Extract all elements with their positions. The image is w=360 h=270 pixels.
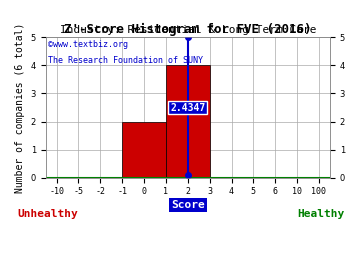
Text: Industry: Residential & Long Term Care: Industry: Residential & Long Term Care xyxy=(59,25,316,35)
Text: Unhealthy: Unhealthy xyxy=(17,208,78,218)
Text: Healthy: Healthy xyxy=(297,208,344,218)
Text: The Research Foundation of SUNY: The Research Foundation of SUNY xyxy=(49,56,203,65)
Bar xyxy=(122,122,166,178)
Text: 2.4347: 2.4347 xyxy=(170,103,206,113)
Bar xyxy=(166,65,210,178)
Y-axis label: Number of companies (6 total): Number of companies (6 total) xyxy=(15,22,25,193)
Title: Z'-Score Histogram for FVE (2016): Z'-Score Histogram for FVE (2016) xyxy=(64,23,311,36)
Text: Score: Score xyxy=(171,200,204,210)
Text: ©www.textbiz.org: ©www.textbiz.org xyxy=(49,40,129,49)
